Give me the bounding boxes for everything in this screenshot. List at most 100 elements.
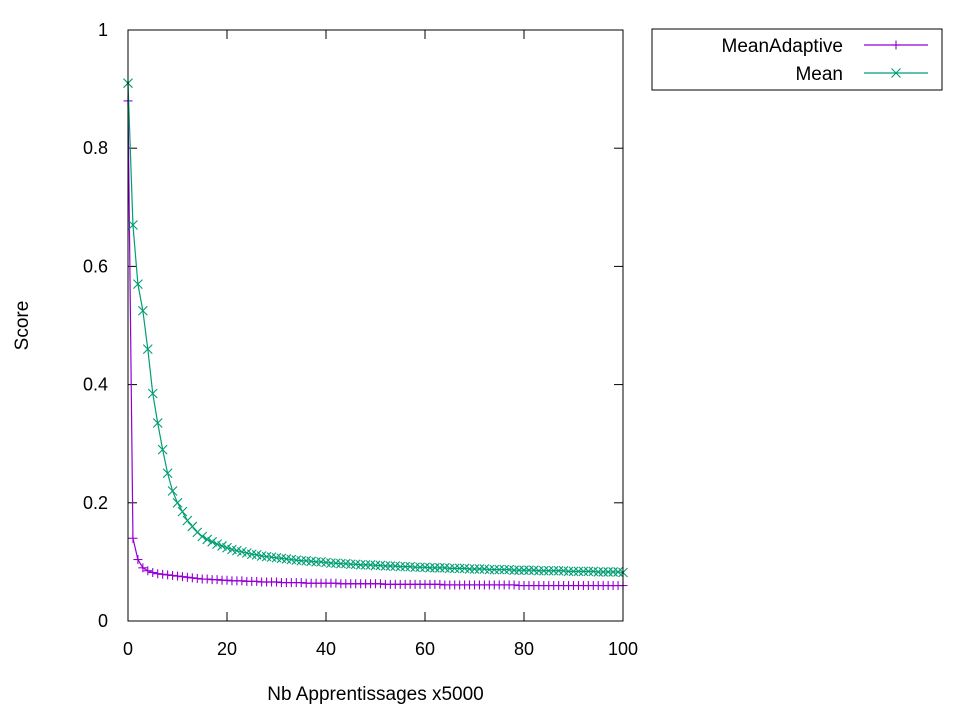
data-point-mean [444,563,455,574]
data-point-mean [543,565,554,576]
data-point-mean [395,561,406,572]
y-tick-label: 0.8 [83,138,108,158]
data-point-meanadaptive [192,573,202,583]
data-point-mean [133,279,143,290]
data-point-mean [538,565,549,576]
data-point-mean [335,558,346,569]
data-point-mean [499,564,510,575]
data-point-meanadaptive [375,579,385,589]
data-point-meanadaptive [435,579,445,589]
legend-label: MeanAdaptive [722,36,843,57]
data-point-meanadaptive [177,572,187,582]
data-point-mean [563,566,574,577]
data-point-mean [548,565,559,576]
legend: MeanAdaptive Mean [651,28,943,91]
data-point-mean [430,562,440,573]
x-tick-label: 100 [608,639,638,659]
data-point-mean [484,564,495,575]
data-point-meanadaptive [296,578,306,588]
data-point-mean [147,388,158,399]
data-point-mean [157,444,168,455]
data-point-mean [152,418,163,428]
y-tick-label: 0.6 [83,256,108,276]
data-point-meanadaptive [331,578,341,588]
data-point-mean [434,562,445,573]
data-point-mean [593,567,604,577]
data-point-meanadaptive [202,574,212,584]
data-point-meanadaptive [173,571,182,581]
data-point-mean [167,486,178,496]
data-point-meanadaptive [252,576,262,586]
data-point-meanadaptive [163,570,173,580]
data-point-meanadaptive [128,533,138,543]
data-point-mean [370,560,381,571]
x-tick-label: 40 [316,639,336,659]
data-point-mean [202,534,213,545]
data-point-mean [553,565,564,576]
data-point-meanadaptive [138,563,148,573]
data-point-mean [519,565,529,576]
data-point-mean [578,566,589,577]
data-point-meanadaptive [272,577,281,587]
data-point-mean [469,564,480,574]
data-point-mean [326,558,336,568]
data-point-mean [355,559,366,570]
x-tick-label: 60 [415,639,435,659]
data-point-mean [345,559,356,570]
data-point-mean [172,497,183,508]
legend-item-mean: Mean [795,64,928,85]
data-point-meanadaptive [148,568,158,578]
data-point-mean [415,562,425,573]
data-point-meanadaptive [212,575,222,585]
data-point-meanadaptive [158,569,168,579]
data-point-mean [162,468,173,479]
plot-frame [127,29,624,622]
data-point-mean [142,344,153,355]
data-point-mean [197,531,208,542]
data-point-mean [489,564,500,575]
data-point-mean [608,567,618,577]
legend-item-meanadaptive: MeanAdaptive [722,36,928,57]
data-point-meanadaptive [237,576,247,586]
axes-group: 0 0.2 0.4 0.6 0.8 1 0 20 40 60 80 100 [83,20,638,659]
data-point-mean [454,563,465,574]
data-point-mean [296,555,307,566]
y-tick-label: 1 [98,20,108,40]
y-axis-title: Score [12,301,33,351]
data-point-mean [128,220,138,230]
data-point-mean [449,563,460,574]
data-point-meanadaptive [222,575,232,585]
y-tick-label: 0 [98,611,108,631]
legend-box [651,28,943,91]
series-meanadaptive [123,96,628,591]
data-point-meanadaptive [133,555,143,565]
data-point-mean [568,566,579,577]
data-point-mean [524,565,534,576]
data-point-mean [380,561,391,571]
data-point-mean [494,564,505,575]
x-tick-label: 20 [217,639,237,659]
data-point-mean [583,566,594,577]
data-point-mean [400,561,411,572]
data-point-mean [410,562,420,573]
data-point-meanadaptive [168,570,178,580]
data-point-mean [425,562,435,573]
data-point-mean [464,564,475,574]
data-point-mean [509,565,519,576]
data-point-meanadaptive [187,573,197,583]
data-point-mean [573,566,584,577]
data-point-mean [311,557,321,567]
data-point-meanadaptive [182,572,192,582]
data-point-mean [187,521,198,532]
data-point-mean [137,305,148,316]
data-point-mean [360,559,371,570]
legend-marker [891,40,901,50]
x-axis-title: Nb Apprentissages x5000 [267,684,484,705]
legend-marker [891,68,901,78]
legend-label: Mean [795,64,843,85]
series-group [123,78,628,591]
data-point-mean [474,564,485,574]
x-tick-label: 0 [123,639,133,659]
